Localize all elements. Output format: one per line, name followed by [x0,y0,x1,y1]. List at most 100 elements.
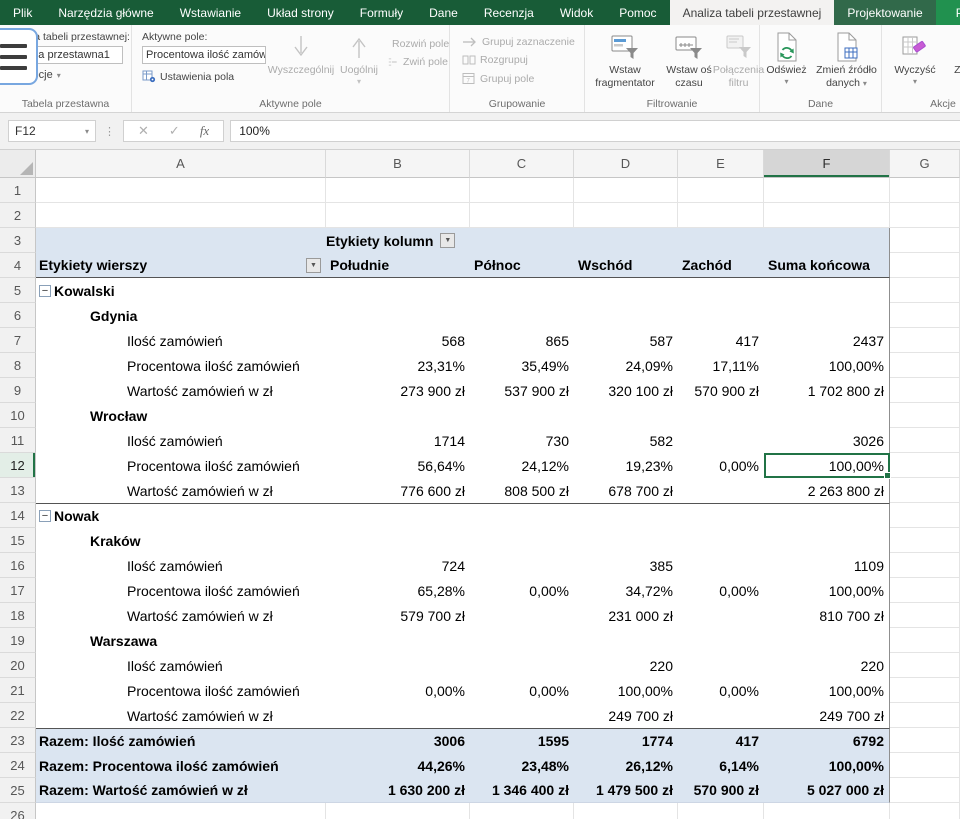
cell-F14[interactable] [764,503,890,528]
cell-C7[interactable]: 865 [470,328,574,353]
cell-F6[interactable] [764,303,890,328]
group-field-button[interactable]: 7 Grupuj pole [460,69,584,88]
cell-B7[interactable]: 568 [326,328,470,353]
cell-F11[interactable]: 3026 [764,428,890,453]
cell-E11[interactable] [678,428,764,453]
cell-D8[interactable]: 24,09% [574,353,678,378]
cell-D26[interactable] [574,803,678,819]
cell-F25[interactable]: 5 027 000 zł [764,778,890,803]
row-header-17[interactable]: 17 [0,578,36,603]
cell-E14[interactable] [678,503,764,528]
row-header-2[interactable]: 2 [0,203,36,228]
cell-B24[interactable]: 44,26% [326,753,470,778]
cell-C12[interactable]: 24,12% [470,453,574,478]
row-header-21[interactable]: 21 [0,678,36,703]
cell-A13[interactable]: Wartość zamówień w zł [36,478,326,503]
cell-E10[interactable] [678,403,764,428]
cell-A11[interactable]: Ilość zamówień [36,428,326,453]
cell-E13[interactable] [678,478,764,503]
cell-G15[interactable] [890,528,960,553]
cell-F12[interactable]: 100,00% [764,453,890,478]
cell-B6[interactable] [326,303,470,328]
cell-G26[interactable] [890,803,960,819]
cell-G24[interactable] [890,753,960,778]
row-header-1[interactable]: 1 [0,178,36,203]
cell-F8[interactable]: 100,00% [764,353,890,378]
row-header-18[interactable]: 18 [0,603,36,628]
cell-G14[interactable] [890,503,960,528]
cell-B22[interactable] [326,703,470,728]
cell-C8[interactable]: 35,49% [470,353,574,378]
row-header-20[interactable]: 20 [0,653,36,678]
insert-function-icon[interactable]: fx [199,123,210,138]
cell-E22[interactable] [678,703,764,728]
cell-E21[interactable]: 0,00% [678,678,764,703]
cell-G8[interactable] [890,353,960,378]
cell-F17[interactable]: 100,00% [764,578,890,603]
cell-F19[interactable] [764,628,890,653]
cell-F24[interactable]: 100,00% [764,753,890,778]
cell-G2[interactable] [890,203,960,228]
cell-E15[interactable] [678,528,764,553]
cell-F18[interactable]: 810 700 zł [764,603,890,628]
cell-F10[interactable] [764,403,890,428]
cell-B4[interactable]: Południe [326,253,470,278]
row-header-5[interactable]: 5 [0,278,36,303]
select-all-corner[interactable] [0,150,36,178]
cell-D14[interactable] [574,503,678,528]
tab-plik[interactable]: Plik [13,5,33,20]
row-header-8[interactable]: 8 [0,353,36,378]
collapse-button[interactable]: − [39,284,51,297]
filter-connections-button[interactable]: Połączenia filtru [713,25,764,112]
cell-C19[interactable] [470,628,574,653]
cell-G5[interactable] [890,278,960,303]
column-header-E[interactable]: E [678,150,764,178]
cell-G11[interactable] [890,428,960,453]
row-header-4[interactable]: 4 [0,253,36,278]
cell-E12[interactable]: 0,00% [678,453,764,478]
cell-D17[interactable]: 34,72% [574,578,678,603]
cell-B23[interactable]: 3006 [326,728,470,753]
cell-E8[interactable]: 17,11% [678,353,764,378]
cell-E5[interactable] [678,278,764,303]
column-header-A[interactable]: A [36,150,326,178]
cell-A19[interactable]: Warszawa [36,628,326,653]
cell-C20[interactable] [470,653,574,678]
name-box[interactable]: F12 ▾ [8,120,96,142]
tab-pomoc[interactable]: Pomoc [619,5,657,20]
cell-E7[interactable]: 417 [678,328,764,353]
cell-C4[interactable]: Północ [470,253,574,278]
tab-narzędzia-główne[interactable]: Narzędzia główne [58,5,154,20]
row-header-6[interactable]: 6 [0,303,36,328]
cell-A20[interactable]: Ilość zamówień [36,653,326,678]
filter-dropdown-button[interactable]: ▼ [306,257,321,273]
cell-C17[interactable]: 0,00% [470,578,574,603]
tab-dane[interactable]: Dane [429,5,458,20]
cell-B21[interactable]: 0,00% [326,678,470,703]
cell-B25[interactable]: 1 630 200 zł [326,778,470,803]
cell-B15[interactable] [326,528,470,553]
cell-F26[interactable] [764,803,890,819]
cell-A8[interactable]: Procentowa ilość zamówień [36,353,326,378]
cell-G3[interactable] [890,228,960,253]
cancel-icon[interactable]: ✕ [138,123,149,138]
cell-A2[interactable] [36,203,326,228]
cell-F5[interactable] [764,278,890,303]
cell-G23[interactable] [890,728,960,753]
cell-F4[interactable]: Suma końcowa [764,253,890,278]
cell-B14[interactable] [326,503,470,528]
tab-projektowanie[interactable]: Projektowanie [834,0,936,25]
cell-C22[interactable] [470,703,574,728]
cell-D25[interactable]: 1 479 500 zł [574,778,678,803]
cell-D24[interactable]: 26,12% [574,753,678,778]
clear-button[interactable]: Wyczyść ▾ [888,25,942,112]
cell-E4[interactable]: Zachód [678,253,764,278]
cell-E19[interactable] [678,628,764,653]
row-header-19[interactable]: 19 [0,628,36,653]
cell-F16[interactable]: 1109 [764,553,890,578]
cell-G7[interactable] [890,328,960,353]
cell-B3[interactable]: Etykiety kolumn ▼ [326,228,470,253]
cell-F3[interactable] [764,228,890,253]
cell-F21[interactable]: 100,00% [764,678,890,703]
cell-A1[interactable] [36,178,326,203]
